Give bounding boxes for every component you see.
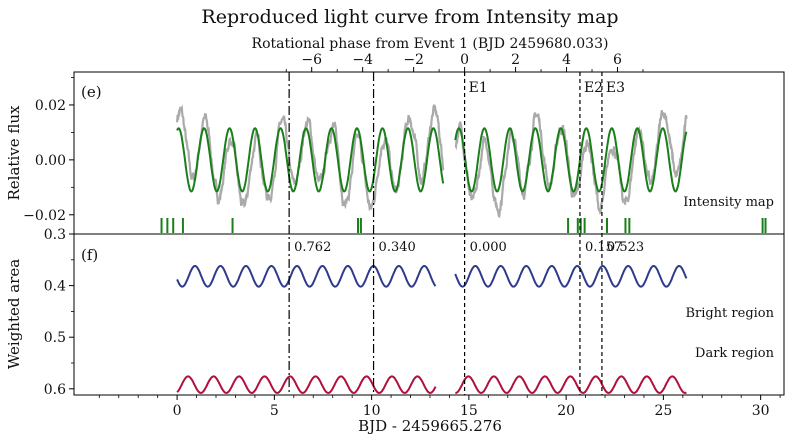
top-tick-label-4: 2 — [511, 52, 520, 68]
observed-light-curve-segment-0 — [176, 104, 445, 212]
x-axis-label: BJD - 2459665.276 — [358, 417, 502, 435]
top-tick-label-3: 0 — [460, 52, 469, 68]
top-tick-label-1: −4 — [352, 52, 373, 68]
top-axis-label: Rotational phase from Event 1 (BJD 24596… — [252, 36, 609, 52]
y-tick-label-e-0: −0.02 — [23, 208, 66, 224]
x-tick-label-6: 30 — [752, 403, 770, 419]
panel-f-label: (f) — [81, 246, 98, 264]
y-tick-label-f-0: 0.3 — [44, 227, 66, 243]
bright-region-curve-segment-1 — [454, 264, 688, 288]
phase-annotation-2: 0.000 — [470, 240, 507, 255]
observed-light-curve-segment-1 — [454, 110, 688, 219]
y-tick-label-e-1: 0.00 — [35, 153, 66, 169]
panel-f-frame — [73, 233, 785, 396]
x-tick-label-1: 5 — [270, 403, 279, 419]
intensity-map-curve-segment-1 — [454, 127, 688, 193]
x-tick-label-3: 15 — [460, 403, 478, 419]
phase-annotation-0: 0.762 — [294, 240, 331, 255]
y-tick-label-f-3: 0.6 — [44, 382, 66, 398]
top-tick-label-6: 6 — [613, 52, 622, 68]
panel-e-label: (e) — [81, 83, 102, 101]
y-axis-label-e: Relative flux — [5, 105, 23, 201]
phase-annotation-1: 0.340 — [379, 240, 416, 255]
x-tick-label-0: 0 — [173, 403, 182, 419]
event-label-e3: E3 — [606, 80, 625, 96]
chart-title: Reproduced light curve from Intensity ma… — [201, 6, 618, 28]
top-tick-label-2: −2 — [403, 52, 424, 68]
dark-region-label: Dark region — [695, 346, 775, 361]
y-axis-label-f: Weighted area — [5, 259, 23, 369]
y-tick-label-e-2: 0.02 — [35, 98, 66, 114]
x-tick-label-4: 20 — [557, 403, 575, 419]
x-tick-label-5: 25 — [654, 403, 672, 419]
phase-annotation-3: 0.157 — [585, 240, 622, 255]
bright-region-label: Bright region — [685, 306, 774, 321]
y-tick-label-f-2: 0.5 — [44, 330, 66, 346]
y-tick-label-f-1: 0.4 — [44, 279, 66, 295]
intensity-map-label: Intensity map — [683, 195, 774, 210]
phase-annotation-4: 0.523 — [607, 240, 644, 255]
dark-region-curve-segment-0 — [176, 375, 437, 394]
bright-region-curve-segment-0 — [176, 264, 437, 288]
panel-e-frame — [73, 71, 785, 235]
x-tick-label-2: 10 — [363, 403, 381, 419]
top-tick-label-5: 4 — [562, 52, 571, 68]
event-label-e2: E2 — [584, 80, 603, 96]
intensity-map-curve-segment-0 — [176, 127, 445, 193]
event-label-e1: E1 — [469, 80, 488, 96]
dark-region-curve-segment-1 — [455, 375, 687, 394]
top-tick-label-0: −6 — [301, 52, 322, 68]
